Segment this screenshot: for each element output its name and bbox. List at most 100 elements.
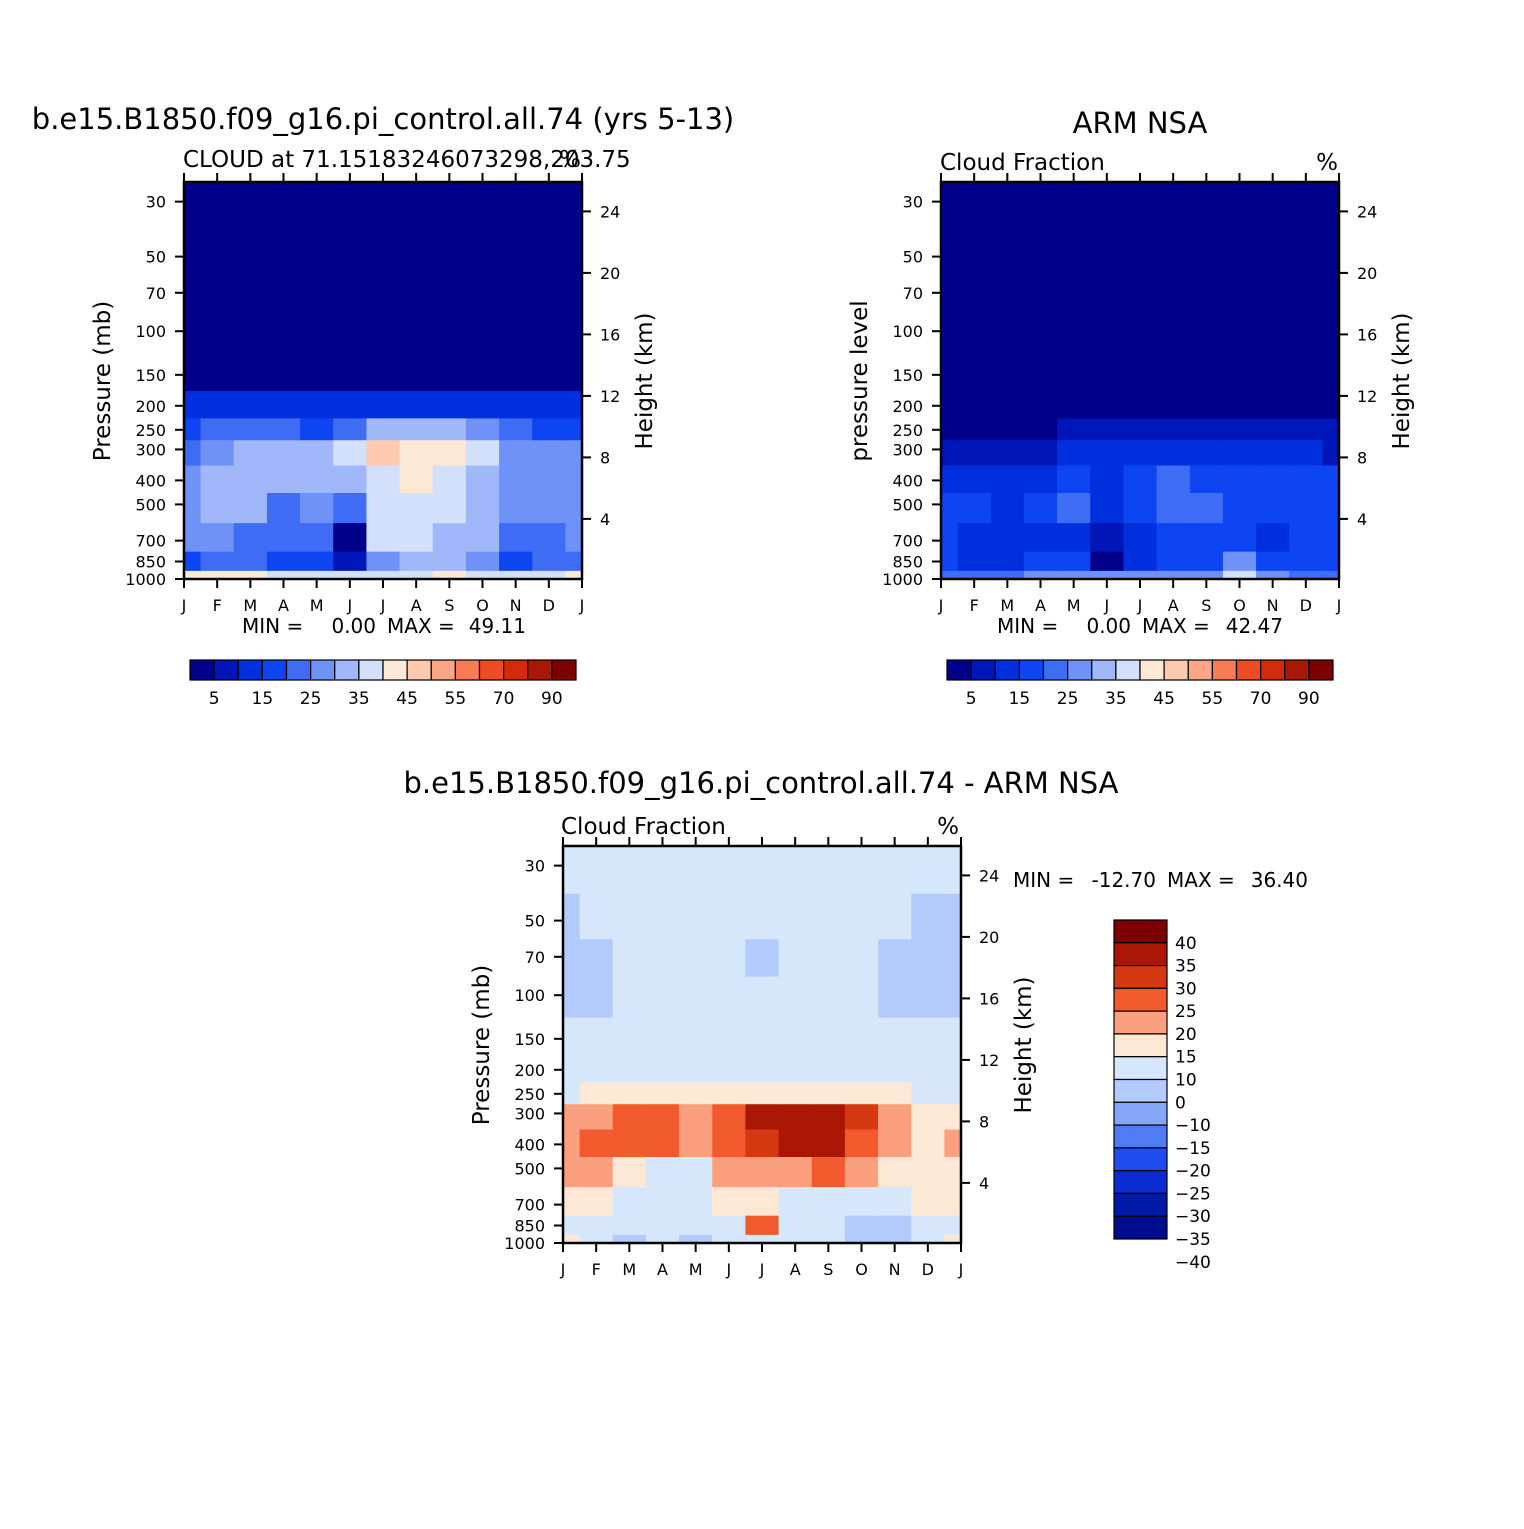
plot-diff-cell — [811, 1215, 846, 1235]
plot-obs-cell — [1057, 570, 1091, 580]
plot-diff-cell — [844, 1234, 879, 1244]
colorbar-label: 45 — [1153, 689, 1175, 709]
colorbar-label: 35 — [1175, 957, 1197, 977]
plot-diff-cell — [645, 846, 680, 894]
plot-diff-cell — [778, 1081, 813, 1105]
plot-diff-cell — [745, 1054, 780, 1083]
plot-diff-cell — [911, 1103, 946, 1130]
plot-diff-cell — [944, 1128, 962, 1157]
plot-model-cell — [499, 570, 533, 580]
plot-diff-cell — [679, 976, 713, 1018]
plot-model-cell — [432, 312, 467, 354]
x-tick-label: A — [278, 596, 289, 615]
plot-model-cell — [465, 274, 500, 313]
plot-diff-cell — [579, 1234, 614, 1244]
plot-model-cell — [532, 439, 567, 466]
plot-obs-cell — [941, 312, 959, 354]
panel-obs-min: 0.00 — [1086, 614, 1131, 638]
plot-obs-cell — [957, 492, 992, 524]
plot-diff-cell — [844, 1128, 879, 1157]
plot-model-cell — [200, 464, 235, 493]
plot-obs-cell — [941, 229, 959, 276]
plot-model-cell — [233, 229, 268, 276]
plot-diff-cell — [878, 1081, 912, 1105]
plot-diff-cell — [645, 1017, 680, 1055]
plot-diff-cell — [679, 1103, 713, 1130]
plot-diff-cell — [778, 1186, 813, 1216]
plot-model-cell — [233, 492, 268, 524]
plot-diff-cell — [612, 976, 647, 1018]
plot-obs-cell — [1256, 439, 1290, 466]
colorbar-swatch — [551, 659, 577, 681]
plot-diff-cell — [679, 938, 713, 977]
colorbar-swatch — [1042, 659, 1069, 681]
plot-diff-cell — [878, 976, 912, 1018]
plot-diff-cell — [579, 1054, 614, 1083]
plot-diff-cell — [811, 846, 846, 894]
plot-model-cell — [266, 353, 301, 391]
colorbar-swatch — [1113, 919, 1168, 944]
plot-model-cell — [432, 492, 467, 524]
plot-model-cell — [432, 274, 467, 313]
plot-diff-cell — [679, 893, 713, 940]
plot-diff-cell — [878, 1054, 912, 1083]
x-tick-label: A — [657, 1260, 668, 1279]
plot-diff-cell — [563, 1234, 581, 1244]
colorbar-swatch — [994, 659, 1020, 681]
plot-model-cell — [565, 312, 583, 354]
y-tick-right-label: 20 — [600, 264, 620, 283]
y-tick-label: 250 — [135, 421, 166, 440]
plot-obs-cell — [1090, 229, 1125, 276]
plot-model-cell — [565, 522, 583, 552]
x-tick-label: F — [592, 1260, 601, 1279]
y-tick-label: 850 — [514, 1217, 545, 1236]
colorbar-swatch — [1115, 659, 1141, 681]
plot-model-cell — [432, 570, 467, 580]
plot-model-cell — [266, 464, 301, 493]
colorbar-swatch — [1308, 659, 1334, 681]
plot-diff-cell — [645, 1186, 680, 1216]
plot-obs-cell — [957, 551, 992, 571]
plot-diff-cell — [844, 976, 879, 1018]
colorbar-swatch — [1113, 1192, 1168, 1217]
plot-obs-cell — [957, 464, 992, 493]
plot-model-cell — [432, 353, 467, 391]
y-tick-label: 100 — [135, 322, 166, 341]
plot-obs-cell — [1189, 464, 1224, 493]
plot-obs-cell — [1023, 570, 1058, 580]
colorbar-swatch — [503, 659, 529, 681]
x-tick-label: J — [181, 596, 187, 615]
plot-obs-cell — [1289, 439, 1324, 466]
plot-model-cell — [200, 312, 235, 354]
plot-diff-cell — [679, 1081, 713, 1105]
x-tick-label: J — [560, 1260, 566, 1279]
plot-diff-cell — [745, 893, 780, 940]
y-tick-label: 400 — [514, 1135, 545, 1154]
x-tick-label: F — [970, 596, 979, 615]
x-tick-label: A — [790, 1260, 801, 1279]
plot-obs-cell — [990, 229, 1025, 276]
plot-model-cell — [532, 570, 567, 580]
x-tick-label: A — [1168, 596, 1179, 615]
plot-model-cell — [465, 229, 500, 276]
plot-diff-cell — [712, 1103, 747, 1130]
colorbar-swatch — [1113, 1010, 1168, 1035]
plot-obs-cell — [1256, 417, 1290, 441]
plot-model-cell — [432, 439, 467, 466]
colorbar-label: 55 — [445, 689, 467, 709]
y-tick-label: 300 — [892, 440, 923, 459]
plot-model-cell — [184, 464, 202, 493]
plot-diff-cell — [579, 1081, 614, 1105]
colorbar-swatch — [1113, 1215, 1168, 1240]
colorbar-label: 55 — [1202, 689, 1224, 709]
plot-obs-cell — [1289, 551, 1324, 571]
plot-obs-cell — [1289, 274, 1324, 313]
colorbar-swatch — [1113, 1078, 1168, 1103]
colorbar-label: 70 — [1250, 689, 1272, 709]
plot-obs-cell — [1090, 464, 1125, 493]
colorbar-swatch — [1284, 659, 1310, 681]
panel-obs-subtitle: Cloud Fraction — [940, 150, 1105, 176]
plot-model-cell — [499, 274, 533, 313]
